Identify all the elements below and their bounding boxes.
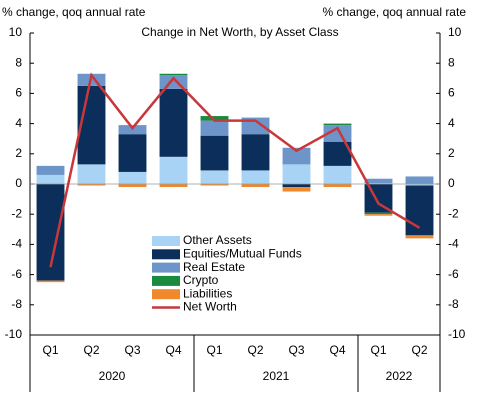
- bar-segment: [200, 116, 229, 121]
- y-tick-label: 10: [9, 25, 23, 39]
- x-tick-label: Q3: [124, 343, 140, 357]
- chart-title: Change in Net Worth, by Asset Class: [141, 25, 338, 39]
- bar-segment: [200, 170, 229, 184]
- x-group-label: 2021: [263, 369, 290, 383]
- y-tick-label: -2: [11, 206, 22, 220]
- x-tick-label: Q3: [288, 343, 304, 357]
- bar-segment: [200, 120, 229, 136]
- y-tick-label: -6: [11, 267, 22, 281]
- bar-segment: [159, 156, 188, 184]
- bar-segment: [323, 123, 352, 126]
- legend-swatch: [152, 236, 180, 246]
- bar-segment: [282, 187, 311, 192]
- y-tick-label: -4: [11, 237, 22, 251]
- x-tick-label: Q2: [247, 343, 263, 357]
- bar-segment: [36, 165, 65, 175]
- bar-segment: [36, 280, 65, 283]
- bar-segment: [241, 184, 270, 188]
- x-tick-label: Q1: [370, 343, 386, 357]
- bar-segment: [159, 73, 188, 76]
- bar-segment: [200, 135, 229, 171]
- bar-segment: [118, 134, 147, 172]
- bar-segment: [77, 164, 106, 184]
- bar-segment: [323, 125, 352, 142]
- legend-label: Other Assets: [183, 233, 252, 247]
- bar-segment: [77, 85, 106, 165]
- bar-segment: [36, 174, 65, 184]
- x-tick-label: Q2: [83, 343, 99, 357]
- bar-segment: [405, 235, 434, 239]
- bar-segment: [405, 176, 434, 184]
- y-axis-label: % change, qoq annual rate: [2, 5, 146, 19]
- legend-label: Equities/Mutual Funds: [183, 246, 302, 260]
- y-tick-label: 8: [15, 55, 22, 69]
- y2-tick-label: -8: [448, 297, 459, 311]
- legend-label: Net Worth: [183, 300, 237, 314]
- legend-label: Crypto: [183, 273, 219, 287]
- y-tick-label: 4: [15, 116, 22, 130]
- bar-segment: [118, 184, 147, 188]
- bar-segment: [241, 134, 270, 171]
- bar-segment: [364, 178, 393, 184]
- bar-segment: [282, 184, 311, 188]
- legend-swatch: [152, 249, 180, 260]
- bar-segment: [405, 184, 434, 186]
- y2-tick-label: -10: [448, 327, 466, 341]
- x-tick-label: Q1: [206, 343, 222, 357]
- bar-segment: [282, 164, 311, 184]
- bar-segment: [159, 88, 188, 157]
- x-group-label: 2020: [99, 369, 126, 383]
- y2-tick-label: 6: [448, 86, 455, 100]
- x-tick-label: Q2: [411, 343, 427, 357]
- y-tick-label: 6: [15, 86, 22, 100]
- y2-tick-label: 0: [448, 176, 455, 190]
- y2-tick-label: 4: [448, 116, 455, 130]
- bar-segment: [241, 170, 270, 184]
- bar-segment: [323, 165, 352, 184]
- y2-axis-label: % change, qoq annual rate: [323, 5, 467, 19]
- bar-segment: [364, 212, 393, 215]
- bar-segment: [200, 184, 229, 186]
- y-tick-label: 2: [15, 146, 22, 160]
- y2-tick-label: -6: [448, 267, 459, 281]
- y2-tick-label: -4: [448, 237, 459, 251]
- bar-segment: [282, 147, 311, 165]
- bar-segment: [364, 214, 393, 216]
- y-tick-label: -8: [11, 297, 22, 311]
- x-tick-label: Q4: [329, 343, 345, 357]
- legend-label: Real Estate: [183, 260, 245, 274]
- y-tick-label: -10: [5, 327, 23, 341]
- y2-tick-label: 8: [448, 55, 455, 69]
- legend-swatch: [152, 275, 180, 286]
- bar-segment: [118, 171, 147, 184]
- x-tick-label: Q1: [42, 343, 58, 357]
- y2-tick-label: 10: [448, 25, 462, 39]
- bar-segment: [405, 185, 434, 236]
- legend-swatch: [152, 289, 180, 300]
- bar-segment: [159, 184, 188, 188]
- y2-tick-label: -2: [448, 206, 459, 220]
- legend-label: Liabilities: [183, 286, 232, 300]
- y-tick-label: 0: [15, 176, 22, 190]
- net-worth-line: [49, 72, 421, 268]
- y2-tick-label: 2: [448, 146, 455, 160]
- legend-swatch: [152, 262, 180, 273]
- bar-segment: [323, 184, 352, 188]
- x-tick-label: Q4: [165, 343, 181, 357]
- x-group-label: 2022: [386, 369, 413, 383]
- bar-segment: [77, 184, 106, 186]
